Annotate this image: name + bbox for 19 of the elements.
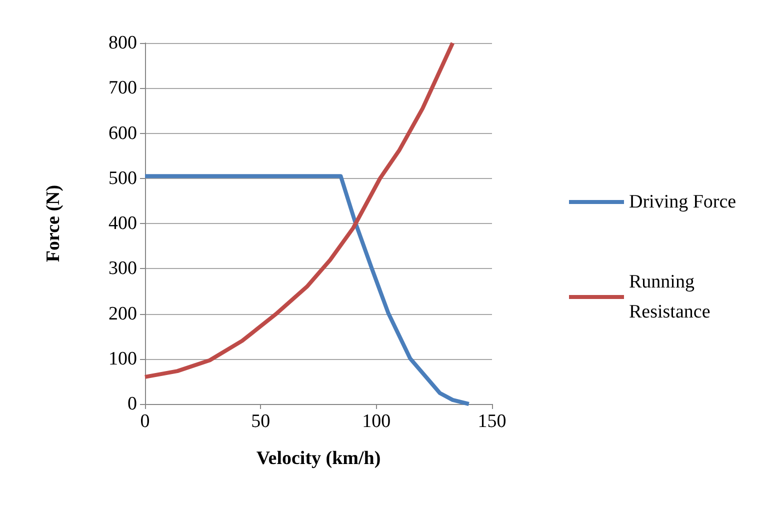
y-axis-title: Force (N) — [43, 184, 64, 262]
y-tick-label: 500 — [108, 168, 137, 189]
y-tick-label: 200 — [108, 303, 137, 324]
x-tick-label: 150 — [478, 411, 506, 432]
line-series — [143, 41, 455, 379]
line-series — [143, 174, 471, 406]
y-tick-label: 800 — [108, 32, 137, 54]
x-tick-label: 100 — [362, 411, 391, 432]
legend-label: Driving Force — [629, 192, 736, 212]
y-tick-label: 400 — [108, 213, 137, 234]
y-tick-label: 300 — [108, 258, 137, 280]
y-tick-label: 100 — [108, 348, 137, 370]
x-tick-label: 50 — [251, 411, 270, 432]
y-tick-label: 0 — [128, 394, 137, 414]
y-tick-label: 700 — [108, 78, 137, 99]
x-tick-label: 0 — [140, 411, 150, 432]
legend-label: Running Resistance — [629, 272, 710, 322]
x-axis-title: Velocity (km/h) — [256, 448, 381, 469]
y-tick-label: 600 — [108, 122, 137, 144]
